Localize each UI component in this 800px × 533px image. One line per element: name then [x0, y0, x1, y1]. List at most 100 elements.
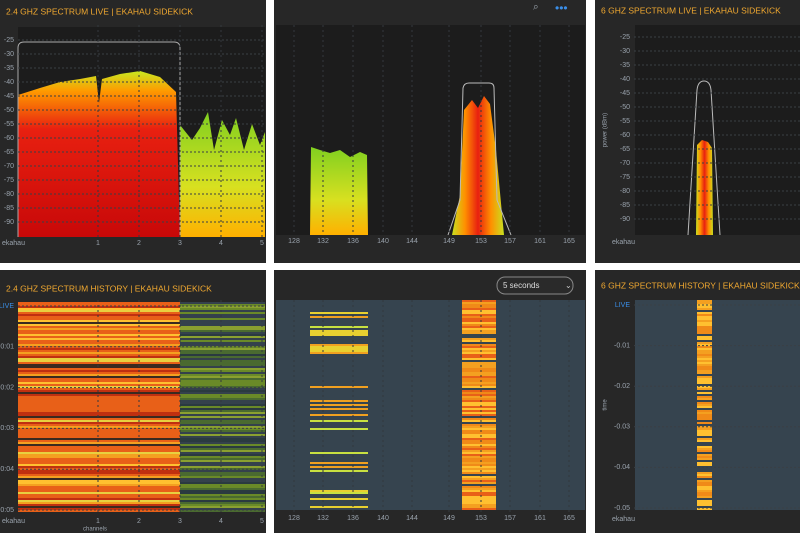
y-tick-label: -60 — [4, 135, 14, 142]
y-tick-label: -40 — [4, 79, 14, 86]
x-label: ekahau — [2, 518, 25, 525]
waterfall-row — [462, 408, 496, 410]
waterfall-row — [462, 420, 496, 422]
waterfall-row — [18, 370, 180, 372]
waterfall-row — [180, 384, 265, 386]
x-tick-label: 144 — [406, 238, 418, 245]
waterfall-row — [697, 418, 712, 420]
plot-area — [635, 25, 800, 235]
waterfall-row — [462, 468, 496, 470]
waterfall-row — [697, 476, 712, 478]
waterfall-row — [18, 420, 180, 422]
waterfall-row — [462, 448, 496, 450]
waterfall-row — [462, 346, 496, 348]
waterfall-row — [18, 374, 180, 376]
waterfall-row — [697, 412, 712, 414]
y-tick-label: -0.05 — [614, 505, 630, 512]
waterfall-row — [18, 438, 180, 440]
waterfall-row — [697, 488, 712, 490]
waterfall-row — [697, 330, 712, 332]
x-tick-label: 149 — [443, 238, 455, 245]
y-tick-label: -45 — [620, 90, 630, 97]
waterfall-row — [180, 308, 265, 310]
waterfall-row — [310, 506, 368, 508]
waterfall-row — [18, 452, 180, 454]
waterfall-row — [180, 352, 265, 354]
waterfall-row — [697, 438, 712, 440]
waterfall-row — [310, 346, 368, 348]
waterfall-row — [462, 472, 496, 474]
waterfall-row — [697, 352, 712, 354]
x-label: ekahau — [2, 240, 25, 247]
dropdown-caret[interactable]: ⌄ — [565, 281, 572, 290]
waterfall-row — [462, 316, 496, 318]
waterfall-row — [697, 356, 712, 358]
waterfall-row — [310, 498, 368, 500]
dropdown-value[interactable]: 5 seconds — [503, 281, 539, 290]
waterfall-row — [462, 376, 496, 378]
waterfall-row — [462, 452, 496, 454]
waterfall-row — [462, 456, 496, 458]
waterfall-row — [310, 326, 368, 328]
waterfall-row — [180, 444, 265, 446]
zoom-icon[interactable]: ⌕ — [533, 2, 539, 13]
waterfall-row — [180, 482, 265, 484]
x-tick-label: 132 — [317, 515, 329, 522]
waterfall-row — [697, 508, 712, 510]
x-tick-label: 157 — [504, 515, 516, 522]
waterfall-row — [180, 390, 265, 392]
y-tick-label: -50 — [4, 107, 14, 114]
waterfall-row — [697, 378, 712, 380]
waterfall-row — [180, 506, 265, 508]
waterfall-row — [18, 442, 180, 444]
waterfall-row — [462, 406, 496, 408]
waterfall-row — [180, 354, 265, 356]
waterfall-row — [697, 380, 712, 382]
y-tick-label: -35 — [4, 65, 14, 72]
waterfall-row — [462, 314, 496, 316]
waterfall-row — [18, 508, 180, 510]
spectrum-trace — [696, 140, 713, 235]
x-tick-label: 4 — [219, 518, 223, 525]
x-tick-label: 132 — [317, 238, 329, 245]
waterfall-area — [635, 300, 800, 510]
waterfall-row — [18, 364, 180, 366]
waterfall-row — [462, 458, 496, 460]
waterfall-row — [462, 500, 496, 502]
waterfall-row — [462, 482, 496, 484]
waterfall-row — [18, 366, 180, 368]
waterfall-row — [310, 452, 368, 454]
waterfall-row — [180, 426, 265, 428]
waterfall-row — [18, 358, 180, 360]
waterfall-row — [697, 484, 712, 486]
dropdown[interactable] — [496, 276, 574, 295]
waterfall-row — [462, 350, 496, 352]
y-tick-label: -25 — [4, 37, 14, 44]
x-tick-label: 5 — [260, 518, 264, 525]
waterfall-row — [18, 322, 180, 324]
waterfall-row — [18, 416, 180, 418]
waterfall-row — [18, 328, 180, 330]
x-tick-label: 1 — [96, 240, 100, 247]
waterfall-row — [18, 492, 180, 494]
waterfall-row — [180, 394, 265, 396]
menu-icon[interactable]: ••• — [555, 1, 568, 15]
waterfall-row — [310, 350, 368, 352]
waterfall-row — [697, 480, 712, 482]
x-tick-label: 161 — [534, 515, 546, 522]
waterfall-row — [697, 382, 712, 384]
waterfall-row — [697, 454, 712, 456]
y-tick-label: 0:05 — [0, 507, 14, 514]
waterfall-row — [180, 350, 265, 352]
waterfall-row — [462, 426, 496, 428]
y-tick-label: LIVE — [615, 302, 631, 309]
waterfall-row — [18, 414, 180, 416]
waterfall-row — [697, 434, 712, 436]
waterfall-row — [462, 434, 496, 436]
y-tick-label: -90 — [620, 216, 630, 223]
panel-title: 6 GHZ SPECTRUM LIVE | EKAHAU SIDEKICK — [601, 5, 781, 15]
waterfall-row — [180, 502, 265, 504]
waterfall-row — [180, 326, 265, 328]
x-tick-label: 2 — [137, 518, 141, 525]
waterfall-row — [697, 306, 712, 308]
